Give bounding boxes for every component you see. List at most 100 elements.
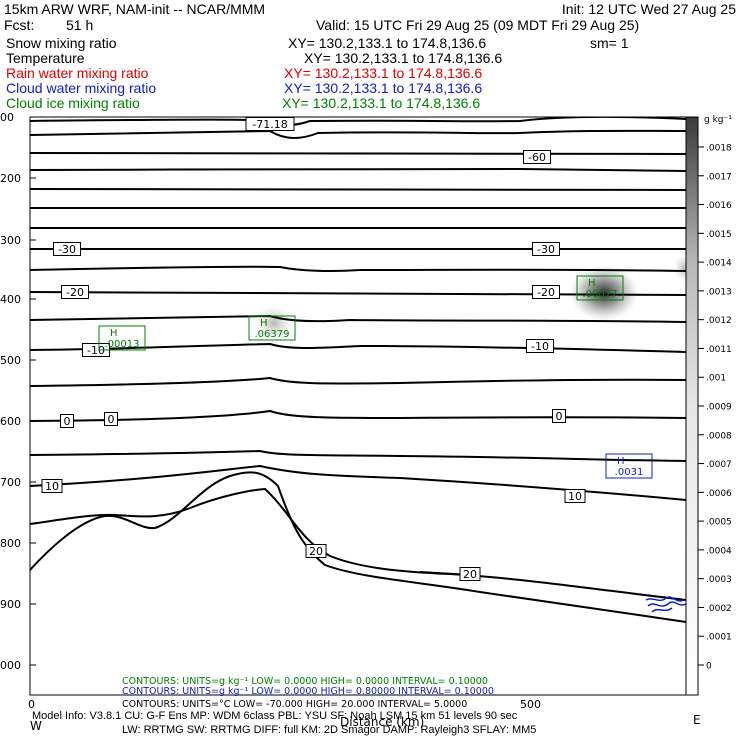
colorbar-tick-11: .0007	[706, 460, 732, 470]
maximum-value-3: .0031	[615, 467, 644, 478]
maximum-label-box-3	[605, 453, 653, 479]
temperature-label-box-13	[305, 544, 327, 558]
temperature-label-box-10	[552, 409, 566, 423]
temperature-label-box-12	[564, 489, 586, 503]
maximum-label-box-1	[248, 315, 296, 341]
field-name-snow: Snow mixing ratio	[6, 35, 117, 51]
forecast-hour: 51 h	[66, 17, 94, 33]
footer-physics-info: LW: RRTMG SW: RRTMG DIFF: full KM: 2D Sm…	[122, 724, 537, 736]
colorbar-tick-3: .0015	[706, 230, 732, 240]
colorbar-tick-6: .0012	[706, 316, 732, 326]
snow-shading-maximum	[570, 265, 638, 321]
temperature-label-9: 0	[108, 413, 115, 426]
pressure-tick-6: 700	[0, 476, 21, 489]
colorbar-tick-8: .001	[706, 374, 726, 384]
temperature-label-6: -10	[87, 344, 105, 357]
terrain-lines	[30, 471, 686, 623]
maximum-label-box-2	[576, 275, 624, 301]
temperature-label-8: 0	[64, 415, 71, 428]
colorbar-tick-15: .0003	[706, 575, 732, 585]
pressure-axis: 00 200 300 400 500 600 700 800 900 000	[0, 111, 36, 672]
forecast-label: Fcst:	[4, 17, 35, 33]
temperature-label-14: 20	[463, 568, 477, 581]
temperature-label-2: -30	[58, 243, 76, 256]
colorbar-tick-7: .0011	[706, 345, 732, 355]
colorbar-tick-16: .0002	[706, 604, 732, 614]
x-end-west: W	[30, 719, 42, 733]
field-name-cloud-ice: Cloud ice mixing ratio	[6, 95, 140, 111]
colorbar-tick-17: .0001	[706, 633, 732, 643]
model-title: 15km ARW WRF, NAM-init -- NCAR/MMM	[4, 1, 266, 17]
temperature-label-11: 10	[45, 480, 59, 493]
field-xy-rain: XY= 130.2,133.1 to 174.8,136.6	[284, 65, 483, 81]
colorbar-tick-0: .0018	[706, 144, 732, 154]
temperature-label-13: 20	[309, 545, 323, 558]
temperature-label-1: -60	[528, 151, 546, 164]
temperature-label-box-0	[245, 117, 295, 131]
x-tick-0: 0	[28, 698, 35, 711]
maximum-value-2: .00077	[583, 289, 618, 300]
temperature-label-3: -30	[537, 243, 555, 256]
temperature-label-12: 10	[568, 490, 582, 503]
x-axis-label: Distance (km)	[340, 715, 424, 729]
x-tick-500: 500	[520, 698, 541, 711]
contour-info-water: CONTOURS: UNITS=g kg⁻¹ LOW= 0.0000 HIGH=…	[122, 686, 494, 697]
temperature-label-box-4	[61, 285, 89, 299]
temperature-label-box-8	[60, 414, 74, 428]
field-xy-cloud-water: XY= 130.2,133.1 to 174.8,136.6	[284, 80, 483, 96]
colorbar-unit: g kg⁻¹	[704, 115, 732, 125]
colorbar-ticks: .0018 .0017 .0016 .0015 .0014 .0013 .0012 .0011…	[698, 144, 732, 672]
pressure-tick-8: 900	[0, 598, 21, 611]
colorbar-tick-10: .0008	[706, 431, 732, 441]
field-xy-snow: XY= 130.2,133.1 to 174.8,136.6	[288, 35, 487, 51]
pressure-tick-7: 800	[0, 537, 21, 550]
field-name-rain: Rain water mixing ratio	[6, 65, 149, 81]
maximum-letter-1: H	[260, 318, 268, 329]
temperature-label-box-2	[53, 242, 81, 256]
temperature-label-box-1	[523, 150, 551, 164]
temperature-label-box-3	[532, 242, 560, 256]
colorbar-tick-9: .0009	[706, 403, 732, 413]
temperature-label-0: -71.18	[252, 118, 287, 131]
colorbar-tick-13: .0005	[706, 518, 732, 528]
maximum-letter-2: H	[588, 278, 596, 289]
maximum-value-1: .06379	[255, 329, 290, 340]
cloud-water-contours	[645, 596, 687, 613]
smoothing-value: sm= 1	[590, 35, 629, 51]
contour-info-ice: CONTOURS: UNITS=g kg⁻¹ LOW= 0.0000 HIGH=…	[122, 676, 488, 687]
field-xy-cloud-ice: XY= 130.2,133.1 to 174.8,136.6	[282, 95, 481, 111]
temperature-label-box-14	[459, 567, 481, 581]
maximum-letter-3: H	[617, 456, 625, 467]
field-xy-temperature: XY= 130.2,133.1 to 174.8,136.6	[304, 50, 503, 66]
temperature-labels: -71.18 -60 -30 -30 -20 -20 -10 -10 0 0 0 10 10 20 20	[41, 117, 586, 581]
pressure-tick-4: 500	[0, 354, 21, 367]
temperature-label-box-9	[104, 412, 118, 426]
pressure-tick-5: 600	[0, 415, 21, 428]
contour-info-temperature: CONTOURS: UNITS=°C LOW= -70.000 HIGH= 20…	[122, 699, 467, 710]
colorbar-tick-14: .0004	[706, 546, 732, 556]
temperature-label-box-11	[41, 479, 63, 493]
temperature-label-box-7	[526, 339, 554, 353]
pressure-tick-9: 000	[0, 659, 21, 672]
pressure-tick-0: 00	[0, 111, 14, 124]
snow-shading-minor	[254, 305, 294, 341]
pressure-tick-2: 300	[0, 234, 21, 247]
maximum-label-box-0	[98, 325, 146, 351]
colorbar-tick-18: 0	[706, 662, 712, 672]
temperature-label-5: -20	[537, 286, 555, 299]
field-name-temperature: Temperature	[6, 50, 85, 66]
colorbar-tick-5: .0013	[706, 287, 732, 297]
temperature-label-10: 0	[556, 410, 563, 423]
maximum-letter-0: H	[110, 328, 118, 339]
colorbar-tick-1: .0017	[706, 172, 732, 182]
temperature-label-4: -20	[66, 286, 84, 299]
pressure-tick-3: 400	[0, 293, 21, 306]
field-name-cloud-water: Cloud water mixing ratio	[6, 80, 157, 96]
temperature-label-7: -10	[531, 340, 549, 353]
pressure-tick-1: 200	[0, 172, 21, 185]
colorbar-tick-4: .0014	[706, 259, 732, 269]
x-end-east: E	[693, 713, 701, 727]
